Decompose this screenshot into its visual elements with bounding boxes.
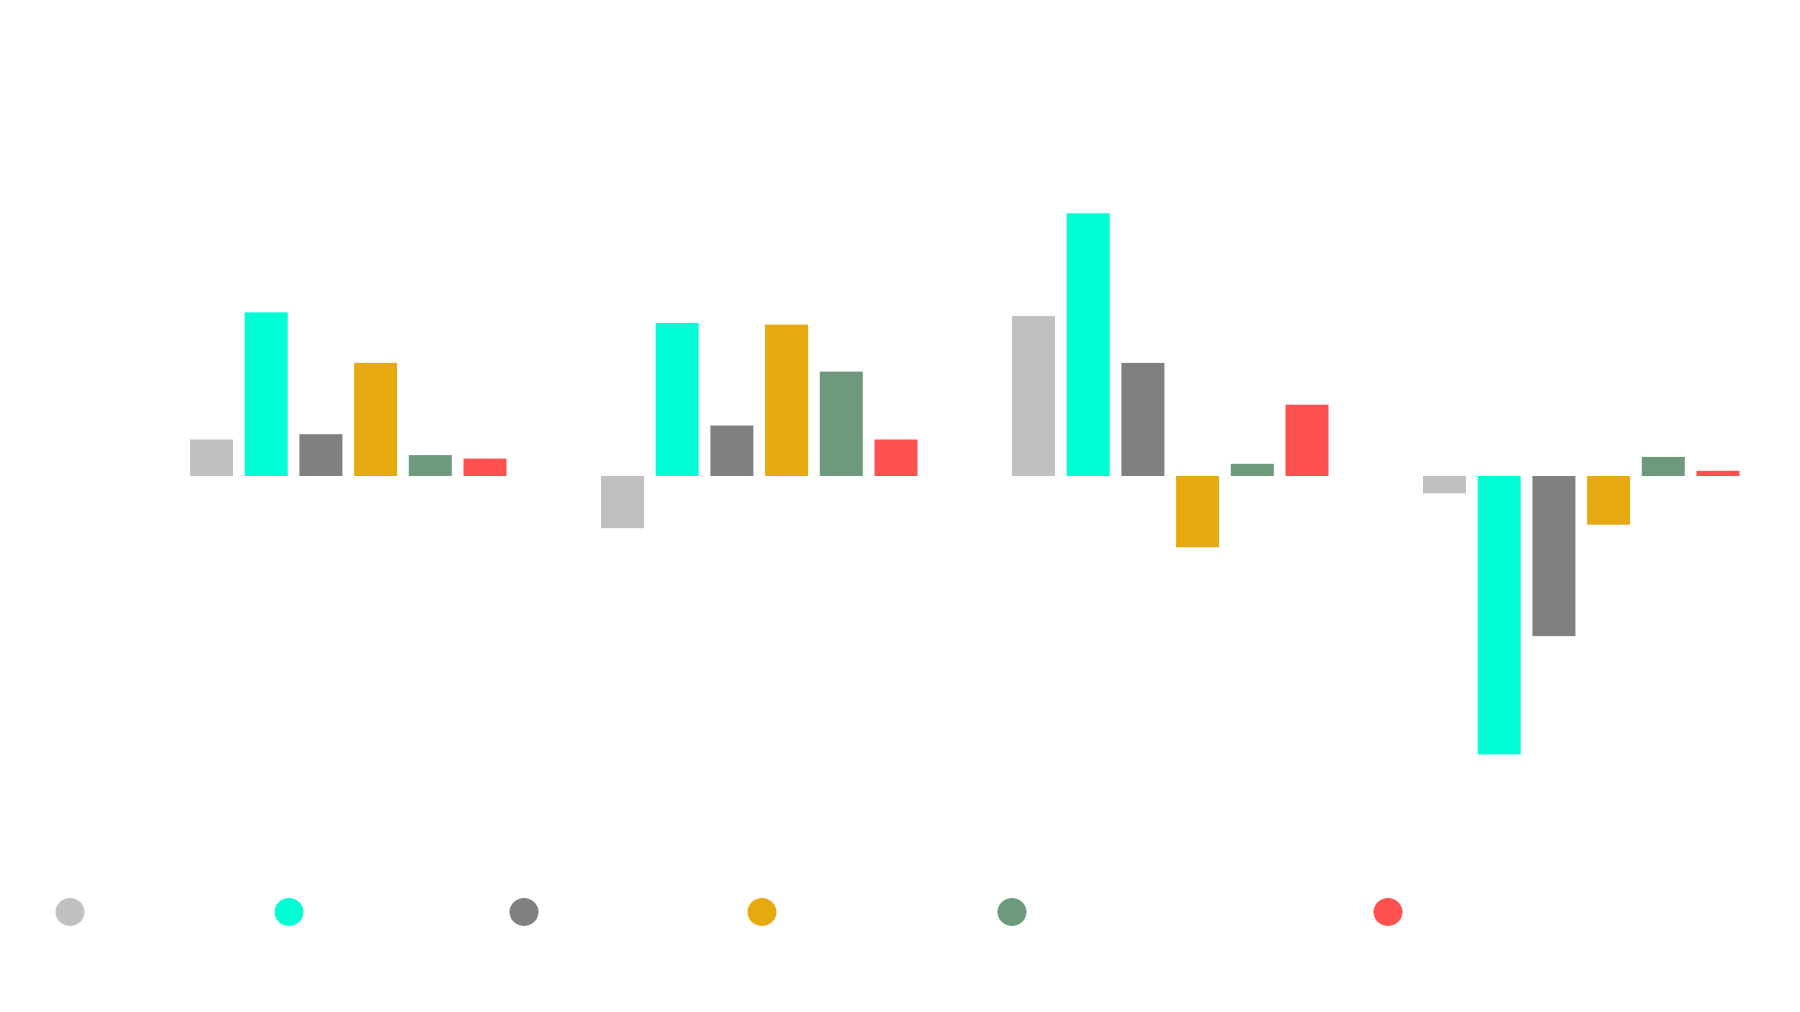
bar-series-6-group-2: [874, 439, 918, 476]
bar-series-5-group-4: [1641, 456, 1685, 476]
bars-layer: [190, 213, 1740, 755]
bar-series-3-group-2: [710, 425, 754, 476]
bar-series-1-group-4: [1423, 476, 1466, 494]
bar-series-4-group-2: [765, 324, 809, 476]
bar-series-5-group-3: [1230, 463, 1274, 476]
bar-series-6-group-4: [1696, 470, 1740, 476]
bar-series-3-group-1: [299, 434, 343, 476]
legend-marker-series-5: [997, 898, 1027, 926]
legend-marker-series-6: [1373, 898, 1403, 926]
bar-series-2-group-2: [655, 322, 699, 476]
bar-series-1-group-3: [1012, 315, 1055, 476]
bar-series-5-group-2: [819, 371, 863, 476]
legend-marker-series-4: [747, 898, 777, 926]
bar-series-2-group-4: [1477, 476, 1521, 755]
bar-series-5-group-1: [408, 455, 452, 476]
bar-series-3-group-4: [1532, 476, 1576, 637]
bar-series-1-group-1: [190, 439, 233, 476]
legend-marker-series-1: [55, 898, 85, 926]
bar-series-2-group-3: [1066, 213, 1110, 477]
legend-marker-series-2: [274, 898, 304, 926]
bar-series-3-group-3: [1121, 362, 1165, 476]
legend-marker-series-3: [509, 898, 539, 926]
bar-series-1-group-2: [601, 476, 644, 529]
bar-series-4-group-4: [1587, 476, 1631, 525]
bar-series-2-group-1: [244, 312, 288, 476]
bar-series-6-group-3: [1285, 404, 1329, 476]
bar-series-6-group-1: [463, 458, 507, 476]
bar-series-4-group-3: [1176, 476, 1220, 548]
legend: [55, 898, 1403, 926]
bar-series-4-group-1: [354, 362, 398, 476]
